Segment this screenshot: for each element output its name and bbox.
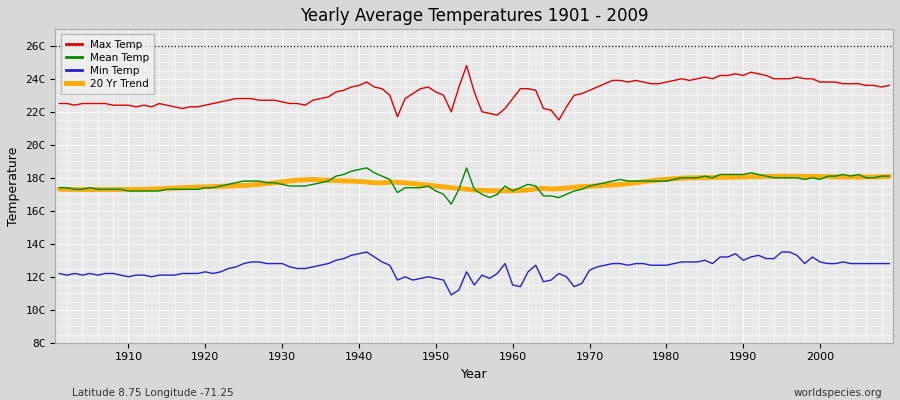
- X-axis label: Year: Year: [461, 368, 488, 381]
- Text: worldspecies.org: worldspecies.org: [794, 388, 882, 398]
- Text: Latitude 8.75 Longitude -71.25: Latitude 8.75 Longitude -71.25: [72, 388, 234, 398]
- Title: Yearly Average Temperatures 1901 - 2009: Yearly Average Temperatures 1901 - 2009: [300, 7, 649, 25]
- Y-axis label: Temperature: Temperature: [7, 146, 20, 226]
- Legend: Max Temp, Mean Temp, Min Temp, 20 Yr Trend: Max Temp, Mean Temp, Min Temp, 20 Yr Tre…: [60, 34, 154, 94]
